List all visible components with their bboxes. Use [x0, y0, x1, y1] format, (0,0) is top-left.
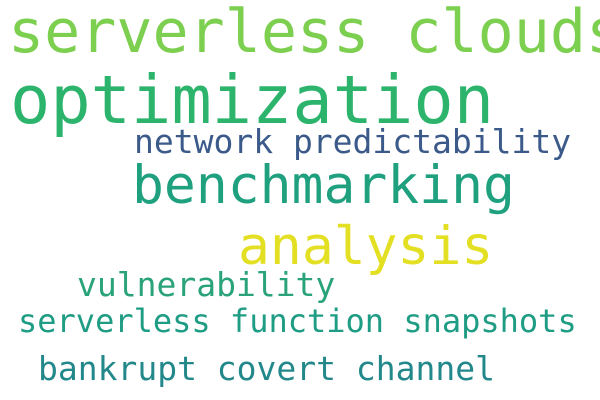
word-serverless-clouds: serverless clouds [8, 0, 600, 67]
word-analysis: analysis [238, 216, 494, 277]
word-vulnerability: vulnerability [77, 265, 336, 304]
word-serverless-function-snapshots: serverless function snapshots [18, 302, 577, 340]
word-bankrupt-covert-channel: bankrupt covert channel [38, 349, 495, 388]
word-benchmarking: benchmarking [132, 155, 515, 216]
word-optimization: optimization [10, 61, 495, 139]
word-network-predictability: network predictability [134, 122, 572, 161]
